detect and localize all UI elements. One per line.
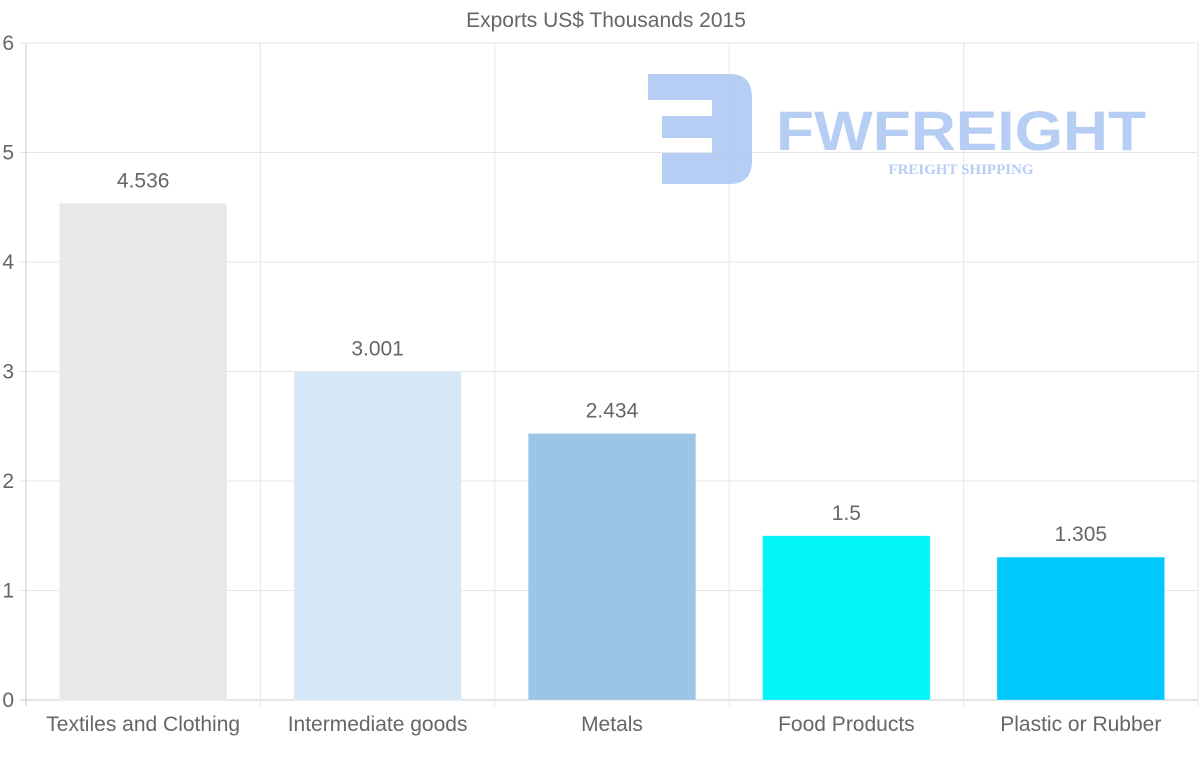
bar	[996, 556, 1166, 701]
fwfreight-logo-text: FWFREIGHT	[776, 99, 1146, 162]
bar-value-label: 2.434	[586, 399, 639, 422]
bar-value-label: 1.305	[1055, 523, 1108, 546]
bar-value-label: 3.001	[351, 337, 404, 360]
bar	[527, 432, 697, 701]
chart-title: Exports US$ Thousands 2015	[466, 9, 746, 32]
y-tick-label: 5	[2, 142, 14, 165]
bar	[293, 370, 462, 701]
x-tick-label: Plastic or Rubber	[1000, 713, 1161, 736]
x-tick-label: Intermediate goods	[288, 713, 468, 736]
y-tick-label: 6	[2, 32, 14, 55]
y-tick-label: 0	[2, 689, 14, 712]
fwfreight-watermark-logo: FWFREIGHT FREIGHT SHIPPING	[648, 74, 1146, 184]
x-axis: Textiles and Clothing Intermediate goods M…	[46, 713, 1161, 736]
x-tick-label: Metals	[581, 713, 643, 736]
y-tick-label: 1	[2, 580, 14, 603]
bar-value-label: 1.5	[832, 502, 861, 525]
bars: 4.536 3.001 2.434 1.5 1.305	[58, 169, 1166, 701]
y-tick-label: 4	[2, 251, 14, 274]
x-tick-label: Food Products	[778, 713, 915, 736]
bar-value-label: 4.536	[117, 169, 170, 192]
bar	[762, 535, 931, 701]
x-tick-label: Textiles and Clothing	[46, 713, 240, 736]
y-tick-label: 2	[2, 470, 14, 493]
fwfreight-logo-tagline: FREIGHT SHIPPING	[888, 162, 1033, 178]
y-axis: 0 1 2 3 4 5 6	[2, 32, 14, 712]
bar	[58, 202, 228, 701]
fwfreight-logo-mark	[648, 74, 752, 184]
y-tick-label: 3	[2, 361, 14, 384]
